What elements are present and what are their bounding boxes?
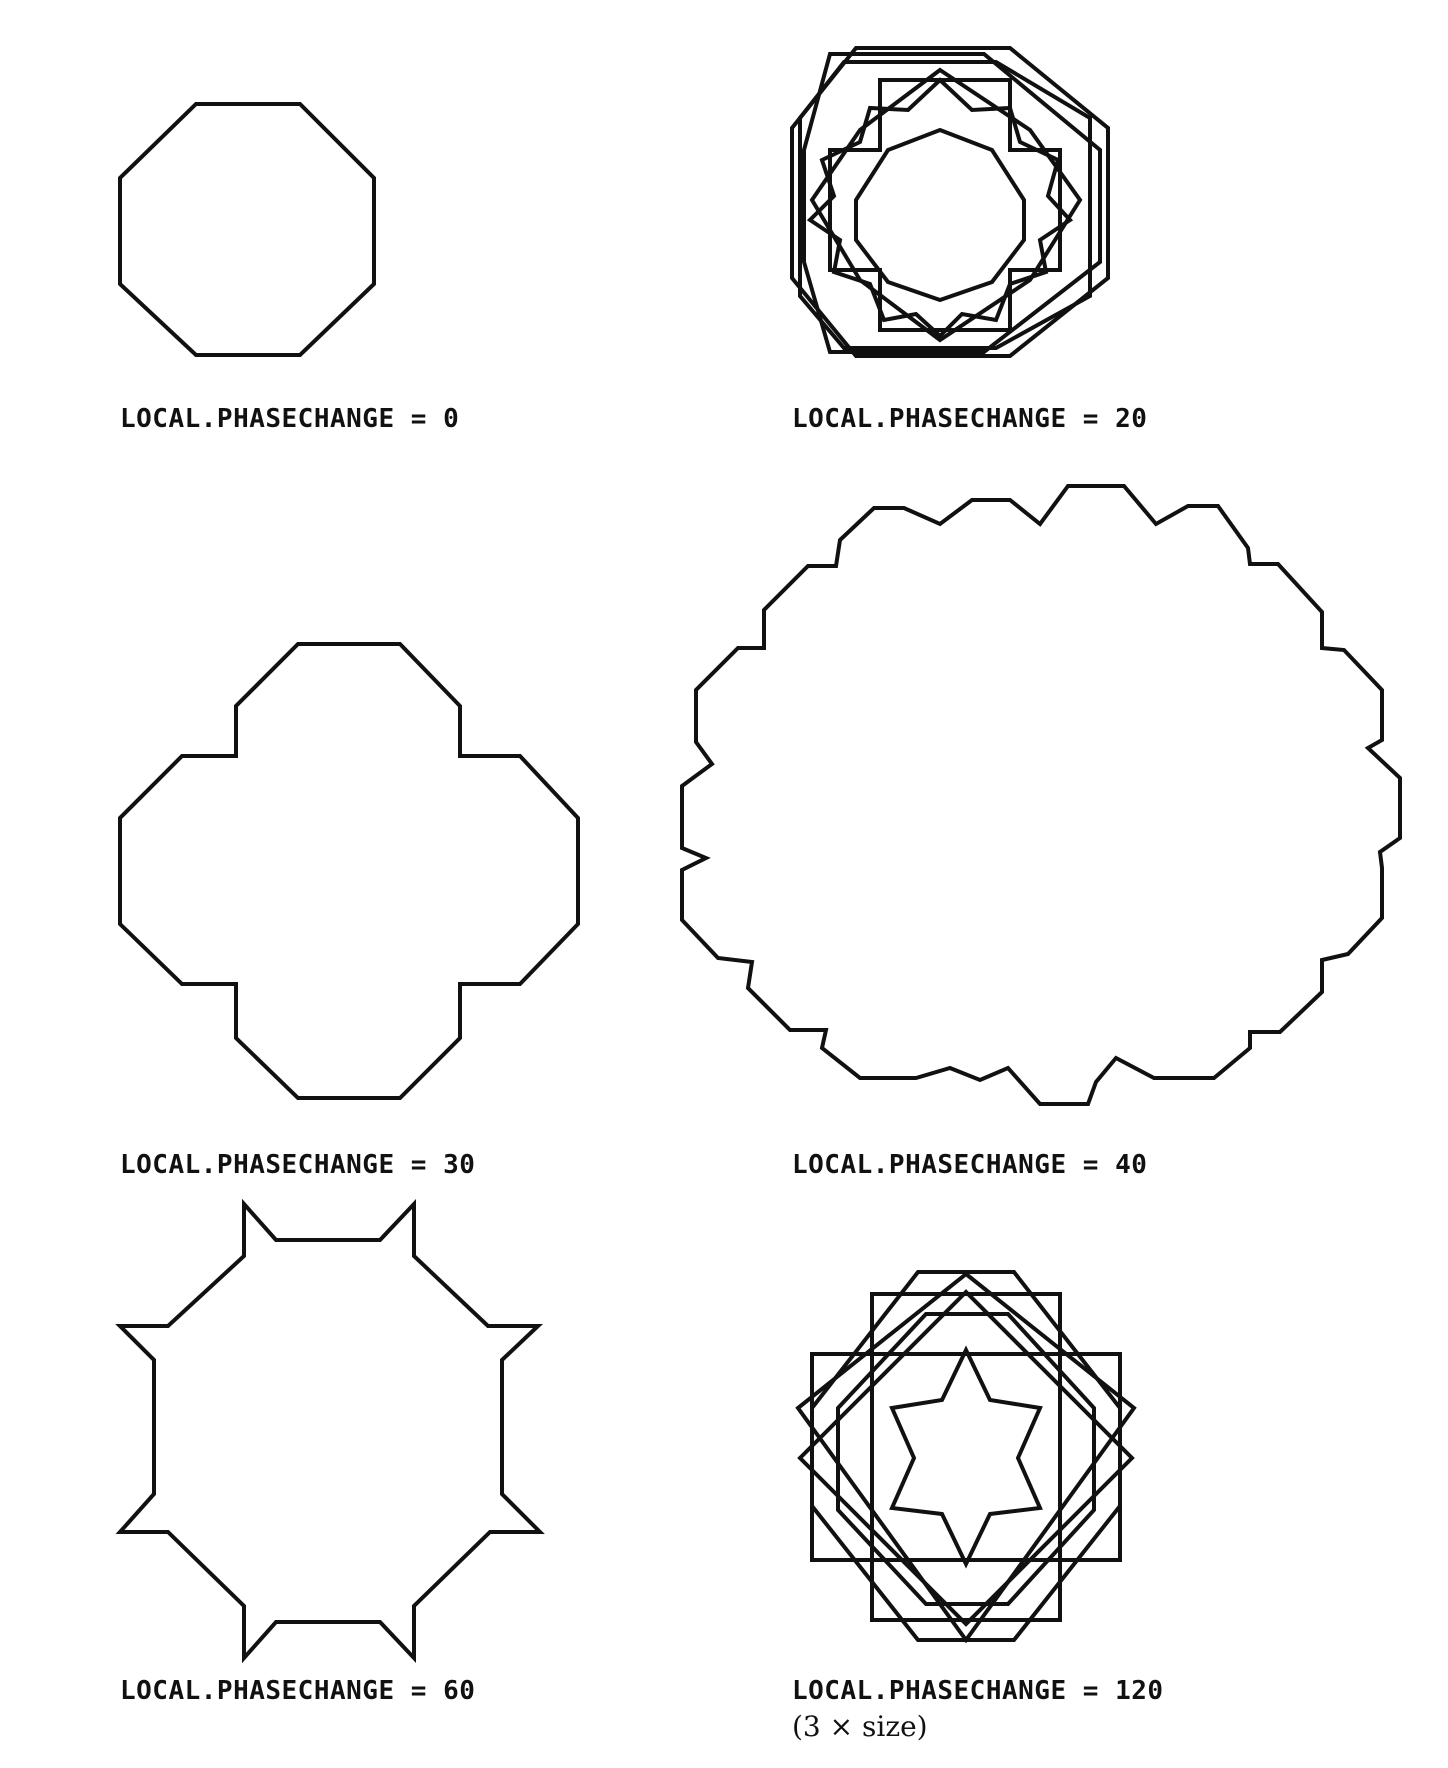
outer-octagon-c [798,60,1092,350]
shape-phasechange-20 [790,46,1110,358]
interlace-octagon-b [836,1312,1096,1606]
size-note: (3 × size) [792,1710,928,1743]
octagon-outline [118,102,376,357]
shape-phasechange-120 [795,1270,1137,1644]
inner-diamond-ring [854,127,1026,303]
shape-phasechange-30 [118,642,580,1100]
interlace-diamond-a [795,1271,1137,1644]
shape-phasechange-40 [680,484,1402,1106]
outer-octagon-b [802,52,1102,354]
caption-phasechange-40: LOCAL.PHASECHANGE = 40 [792,1150,1148,1180]
caption-phasechange-0: LOCAL.PHASECHANGE = 0 [120,404,460,434]
interlace-star-inner [889,1345,1043,1569]
spiked-octagon-outline [115,1198,545,1664]
outer-octagon-a [790,46,1110,358]
caption-phasechange-60: LOCAL.PHASECHANGE = 60 [120,1676,476,1706]
interlace-octagon-a [810,1270,1122,1642]
scalloped-outline [680,484,1402,1106]
shape-phasechange-60 [115,1198,545,1664]
caption-phasechange-120: LOCAL.PHASECHANGE = 120 [792,1676,1164,1706]
caption-phasechange-20: LOCAL.PHASECHANGE = 20 [792,404,1148,434]
inner-cross-a [828,78,1062,332]
interlace-diamond-b [797,1289,1135,1627]
caption-phasechange-30: LOCAL.PHASECHANGE = 30 [120,1150,476,1180]
inner-star [806,77,1074,339]
shape-phasechange-0 [118,102,376,357]
cross-octagon-outline [118,642,580,1100]
